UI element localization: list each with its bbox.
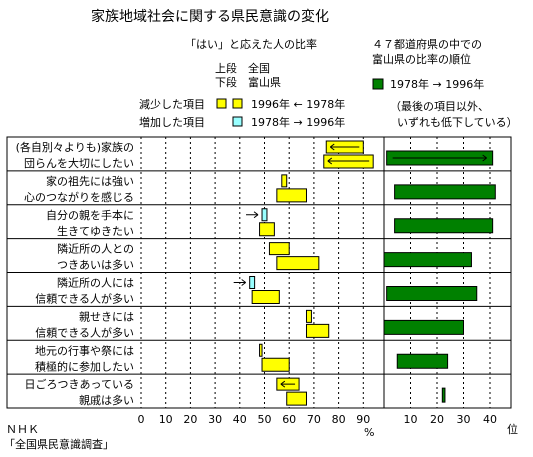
row-separators [7, 170, 511, 375]
national-bar [268, 242, 290, 256]
change-arrow [233, 279, 246, 286]
category-label: 積極的に参加したい [35, 359, 134, 373]
rank-bar [383, 319, 464, 335]
percent-tick-labels: 0 10 20 30 40 50 60 70 80 90 [138, 413, 371, 426]
rank-bar [394, 184, 496, 200]
rank-tick-label: 10 [404, 413, 418, 426]
rank-axis-unit: 位 [507, 422, 518, 436]
chart-title: 家族地域社会に関する県民意識の変化 [91, 8, 329, 25]
rank-tick-labels: 10 20 30 40 [404, 413, 498, 426]
percent-tick-label: 90 [356, 413, 370, 426]
rank-bar [394, 218, 494, 234]
rank-tick-label: 20 [430, 413, 444, 426]
category-label: 親戚は多い [79, 393, 134, 407]
change-arrow [280, 380, 296, 388]
category-label: 自分の親を手本に [46, 208, 134, 222]
toyama-bar [259, 222, 275, 237]
percent-tick-label: 40 [233, 413, 247, 426]
toyama-bar [276, 256, 320, 271]
rank-tick-label: 30 [457, 413, 471, 426]
rank-bar [386, 286, 478, 301]
toyama-bar [261, 357, 290, 372]
toyama-bar [251, 290, 280, 304]
row-labels: (各自別々よりも)家族の団らんを大切にしたい家の祖先には強い心のつながりを感じる… [16, 140, 134, 407]
national-bar [281, 174, 288, 188]
category-label: つきあいは多い [57, 258, 134, 272]
percent-tick-label: 30 [208, 413, 222, 426]
national-bar [249, 276, 256, 289]
legend-decreased-label: 減少した項目 [139, 97, 205, 111]
percent-tick-label: 80 [332, 413, 346, 426]
left-header: 「はい」と応えた人の比率 [185, 37, 317, 51]
change-arrow [327, 157, 370, 165]
category-label: 団らんを大切にしたい [24, 156, 134, 170]
row-key-national: 全国 [248, 61, 270, 75]
rank-bar [396, 353, 449, 369]
legend-increased-label: 増加した項目 [139, 116, 205, 129]
category-label: 親せきには [79, 310, 134, 323]
rank-bar [383, 252, 472, 268]
right-header-line1: ４７都道府県の中での [372, 37, 482, 51]
percent-tick-label: 50 [258, 413, 272, 426]
legend-increased-years: 1978年 → 1996年 [251, 115, 345, 129]
percent-tick-label: 10 [159, 413, 173, 426]
percent-tick-label: 20 [183, 413, 197, 426]
national-bar [305, 309, 312, 323]
row-key-lower: 下段 [215, 75, 237, 89]
category-label: 家の祖先には強い [46, 174, 134, 188]
category-label: 隣近所の人には [57, 276, 134, 290]
category-label: 心のつながりを感じる [24, 190, 134, 204]
category-label: 信頼できる人が多い [35, 292, 134, 306]
toyama-bar [286, 391, 307, 406]
percent-tick-label: 60 [282, 413, 296, 426]
legend-decreased-swatch-national [216, 98, 227, 109]
row-key-toyama: 富山県 [248, 75, 281, 89]
category-label: (各自別々よりも)家族の [16, 140, 134, 154]
category-label: 隣近所の人との [57, 242, 134, 256]
category-label: 地元の行事や祭には [35, 344, 134, 357]
percent-tick-label: 70 [307, 413, 321, 426]
rank-note-line2: いずれも低下している） [397, 116, 518, 129]
change-arrow [246, 211, 259, 219]
right-header-line2: 富山県の比率の順位 [372, 52, 471, 66]
toyama-bar [305, 323, 330, 338]
rank-bar [441, 387, 446, 403]
gridlines-percent [140, 137, 364, 408]
percent-bars [233, 140, 374, 406]
change-arrow [392, 154, 487, 162]
rank-note-line1: （最後の項目以外、 [390, 99, 489, 113]
legend-decreased-years: 1996年 ← 1978年 [251, 97, 345, 111]
chart-frame [6, 136, 512, 409]
change-arrow [329, 143, 360, 151]
rank-bars [383, 150, 496, 403]
rank-tick-label: 40 [483, 413, 497, 426]
legend-rank-swatch [372, 78, 384, 90]
national-bar [259, 343, 263, 357]
legend-rank-years: 1978年 → 1996年 [390, 77, 484, 91]
toyama-bar [276, 188, 307, 203]
category-label: 日ごろつきあっている [25, 377, 134, 391]
category-label: 生きてゆきたい [57, 224, 134, 238]
percent-tick-label: 0 [138, 413, 145, 426]
legend-increased-swatch [232, 116, 243, 127]
legend-decreased-swatch-toyama [232, 98, 243, 109]
percent-axis-unit: % [364, 426, 374, 439]
national-bar [261, 208, 268, 222]
source-line2: 「全国県民意識調査」 [4, 437, 114, 451]
category-label: 信頼できる人が多い [35, 325, 134, 339]
row-key-upper: 上段 [215, 61, 237, 75]
source-line1: ＮＨＫ [6, 423, 39, 436]
